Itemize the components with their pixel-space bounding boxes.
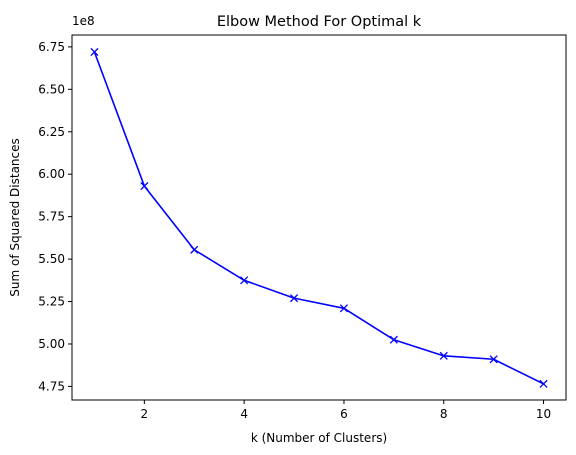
marker-stroke bbox=[339, 304, 349, 313]
x-tick-label: 8 bbox=[440, 407, 448, 421]
data-point-marker bbox=[190, 245, 199, 254]
marker-stroke bbox=[90, 47, 99, 57]
data-point-marker bbox=[240, 276, 249, 285]
y-axis-label: Sum of Squared Distances bbox=[8, 138, 22, 297]
y-axis: 4.75 5.00 5.25 5.50 5.75 6.00 6.25 6.50 6.75 bbox=[38, 40, 72, 393]
y-tick-label: 6.00 bbox=[38, 167, 65, 181]
marker-stroke bbox=[140, 182, 149, 191]
x-tick-label: 4 bbox=[240, 407, 248, 421]
marker-stroke bbox=[539, 379, 548, 388]
x-tick-label: 2 bbox=[141, 407, 149, 421]
x-tick-label: 10 bbox=[536, 407, 551, 421]
data-point-marker bbox=[339, 304, 349, 313]
data-point-marker bbox=[289, 294, 299, 303]
y-tick-label: 5.50 bbox=[38, 252, 65, 266]
y-tick-label: 6.50 bbox=[38, 82, 65, 96]
series-line bbox=[93, 51, 544, 385]
y-tick-label: 6.75 bbox=[38, 40, 65, 54]
marker-stroke bbox=[240, 276, 249, 285]
marker-stroke bbox=[190, 245, 199, 254]
data-point-marker bbox=[90, 47, 99, 57]
marker-stroke bbox=[439, 351, 448, 360]
y-offset-label: 1e8 bbox=[72, 14, 95, 28]
marker-stroke bbox=[389, 335, 398, 344]
y-tick-label: 4.75 bbox=[38, 379, 65, 393]
data-point-marker bbox=[489, 355, 498, 364]
x-tick-label: 6 bbox=[340, 407, 348, 421]
data-point-marker bbox=[539, 379, 548, 388]
x-axis-label: k (Number of Clusters) bbox=[251, 431, 387, 445]
y-tick-label: 5.00 bbox=[38, 337, 65, 351]
plot-frame bbox=[71, 34, 567, 401]
data-point-marker bbox=[389, 335, 398, 344]
y-tick-label: 5.25 bbox=[38, 295, 65, 309]
y-tick-label: 6.25 bbox=[38, 125, 65, 139]
data-point-marker bbox=[140, 182, 149, 191]
marker-stroke bbox=[489, 355, 498, 364]
x-axis: 2 4 6 8 10 bbox=[141, 400, 551, 421]
series-layer bbox=[90, 47, 548, 388]
chart-title: Elbow Method For Optimal k bbox=[217, 14, 422, 30]
data-point-marker bbox=[439, 351, 448, 360]
marker-stroke bbox=[289, 294, 299, 303]
y-tick-label: 5.75 bbox=[38, 210, 65, 224]
